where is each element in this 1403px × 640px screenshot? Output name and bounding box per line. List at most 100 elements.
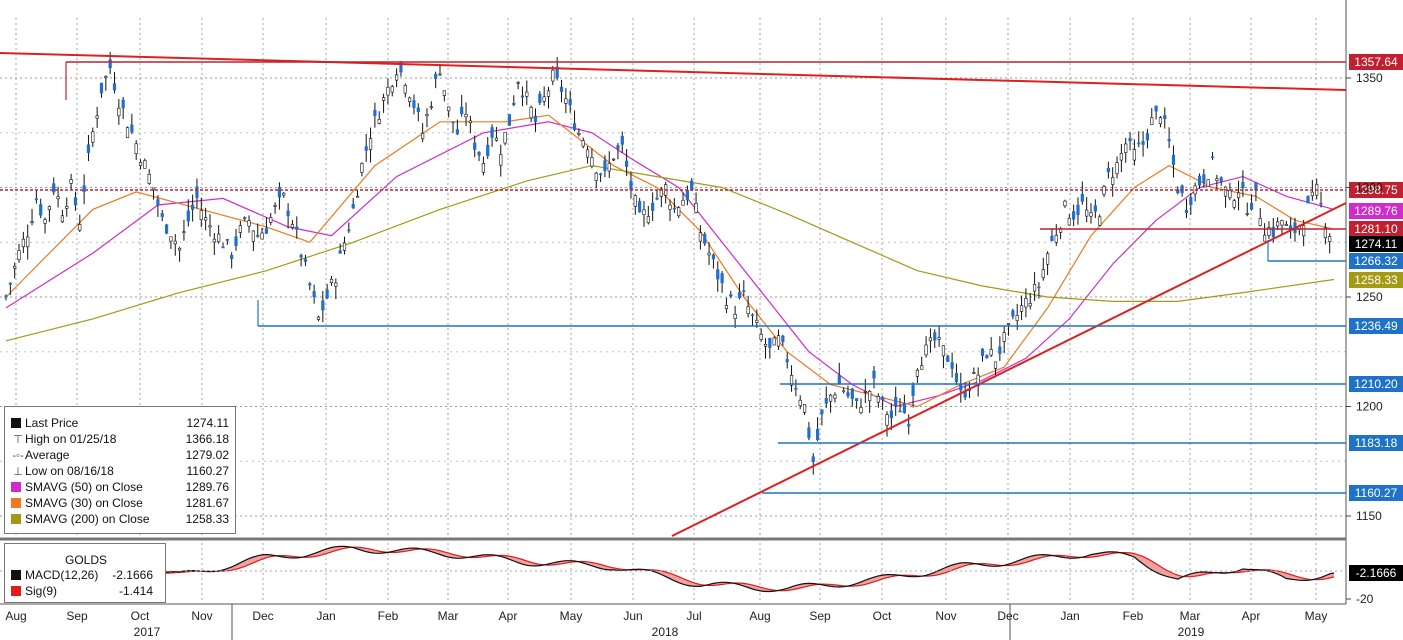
bar-body — [607, 162, 611, 172]
price-bar — [1106, 161, 1110, 179]
trendlines — [0, 52, 1347, 537]
bar-body — [1254, 182, 1258, 191]
price-bar — [86, 134, 91, 162]
bar-body — [26, 236, 30, 248]
price-bar — [1328, 233, 1332, 254]
bar-body — [34, 198, 38, 201]
price-bar — [685, 185, 689, 206]
price-bar — [1284, 220, 1288, 226]
price-bar — [937, 325, 941, 347]
price-bar — [902, 394, 906, 414]
bar-body — [295, 226, 299, 230]
bar-body — [151, 187, 156, 191]
price-bar — [802, 404, 807, 416]
level-lines: 1357.641298.751289.761281.101274.111266.… — [0, 54, 1403, 501]
bar-body — [724, 305, 729, 310]
bar-body — [1041, 269, 1045, 278]
grid — [0, 18, 1346, 602]
price-bar — [1067, 214, 1071, 226]
price-bar — [520, 86, 525, 107]
x-month-label: Feb — [378, 609, 399, 623]
price-bar — [403, 83, 407, 98]
bar-body — [533, 115, 538, 123]
bar-body — [1328, 236, 1332, 242]
price-bar — [91, 127, 95, 147]
bar-body — [394, 74, 399, 81]
bar-body — [737, 292, 742, 299]
bar-body — [247, 220, 251, 227]
level-tag-text: 1160.27 — [1355, 486, 1398, 500]
bar-body — [802, 404, 807, 413]
bar-body — [1302, 225, 1306, 237]
legend-value: 1274.11 — [186, 416, 230, 430]
bar-body — [551, 69, 555, 82]
x-month-label: Apr — [499, 609, 518, 623]
price-bar — [338, 243, 342, 254]
price-bar — [1228, 182, 1232, 201]
bar-body — [99, 82, 104, 94]
legend-label: SMAVG (200) on Close — [25, 512, 150, 526]
bar-body — [186, 210, 190, 222]
price-bar — [1154, 105, 1158, 120]
bar-body — [672, 207, 676, 210]
price-bar — [1254, 182, 1258, 202]
price-bar — [889, 403, 893, 431]
low-marker-icon: ⊥ — [13, 466, 23, 478]
price-bar — [1085, 197, 1089, 223]
price-bar — [807, 421, 811, 441]
price-bar — [598, 172, 603, 183]
bar-body — [907, 424, 911, 427]
price-bar — [212, 233, 216, 256]
price-bar — [559, 79, 564, 103]
legend-value: 1258.33 — [185, 512, 229, 526]
legend-value: 1279.02 — [185, 448, 229, 462]
price-bar — [151, 187, 156, 200]
price-bar — [1189, 193, 1193, 215]
bar-body — [855, 398, 859, 402]
price-bar — [164, 223, 169, 235]
bar-body — [1154, 105, 1158, 112]
price-bar — [1241, 170, 1245, 197]
sma200-swatch — [11, 514, 21, 524]
price-bar — [850, 387, 854, 407]
price-bar — [195, 178, 199, 209]
bar-body — [69, 179, 73, 184]
bar-body — [972, 371, 976, 374]
bar-body — [312, 291, 316, 298]
bar-body — [1284, 223, 1288, 226]
bar-body — [421, 133, 425, 140]
bar-body — [716, 269, 720, 280]
sma50-swatch — [11, 482, 21, 492]
bar-body — [316, 316, 321, 320]
price-bar — [633, 194, 637, 215]
bar-body — [1098, 216, 1102, 226]
bar-body — [542, 96, 546, 102]
bar-body — [173, 240, 177, 245]
bar-body — [264, 228, 269, 234]
bar-body — [1158, 117, 1163, 125]
time-axis: Aug Sep Oct Nov Dec Jan Feb Mar Apr May Jun Jul Aug S… — [0, 603, 1346, 640]
price-bar — [772, 336, 776, 346]
bar-body — [1276, 221, 1280, 227]
price-bar — [282, 192, 286, 198]
price-bar — [638, 197, 642, 213]
price-bar — [516, 81, 520, 90]
price-bar — [690, 178, 694, 192]
bar-body — [894, 397, 898, 407]
bar-body — [191, 204, 195, 210]
price-bar — [26, 224, 30, 260]
y-tick-label: 1300 — [1356, 181, 1383, 195]
bar-body — [373, 109, 377, 116]
legend-label: Average — [25, 448, 70, 462]
level-tag-text: 1266.32 — [1354, 254, 1398, 268]
bar-body — [1280, 220, 1284, 226]
sma-line — [5, 164, 1335, 342]
bar-body — [946, 355, 950, 362]
legend-label: High on 01/25/18 — [25, 432, 117, 446]
x-month-label: Jan — [1060, 609, 1079, 623]
x-month-label: Apr — [1242, 609, 1261, 623]
bar-body — [789, 375, 794, 386]
legend-label: Low on 08/16/18 — [25, 464, 114, 478]
bar-body — [1076, 204, 1080, 215]
bar-body — [486, 144, 490, 156]
